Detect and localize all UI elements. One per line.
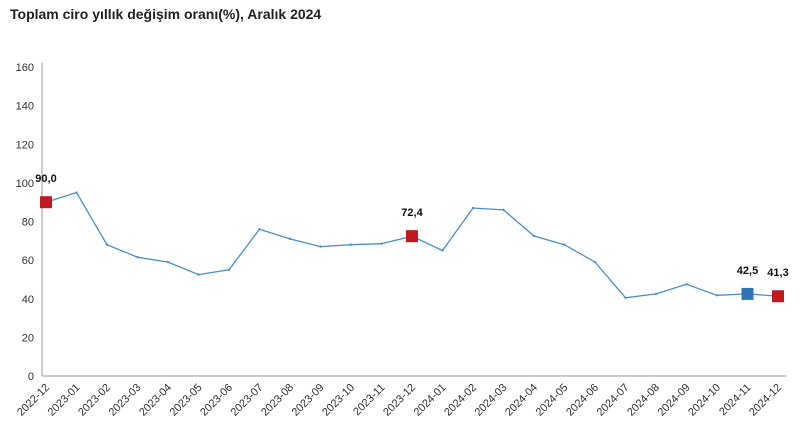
x-tick-label: 2024-07	[595, 382, 632, 419]
data-point	[349, 243, 353, 246]
x-tick-label: 2024-01	[412, 382, 449, 419]
x-tick-label: 2024-05	[534, 382, 571, 419]
x-tick-label: 2023-09	[290, 382, 327, 419]
data-point	[75, 191, 78, 194]
y-tick-label: 120	[16, 139, 34, 151]
y-tick-label: 40	[22, 294, 34, 306]
x-tick-label: 2024-08	[625, 382, 662, 419]
data-point	[197, 273, 200, 276]
data-point	[227, 268, 231, 271]
data-point	[715, 294, 719, 297]
x-tick-label: 2023-06	[198, 382, 235, 419]
y-tick-label: 140	[16, 101, 34, 113]
y-tick-label: 160	[16, 62, 34, 74]
data-point	[471, 206, 475, 210]
x-tick-label: 2024-10	[686, 382, 723, 419]
chart-title: Toplam ciro yıllık değişim oranı(%), Ara…	[10, 6, 322, 22]
x-tick-label: 2022-12	[15, 382, 52, 419]
x-tick-label: 2024-09	[656, 382, 693, 419]
data-point	[654, 292, 658, 296]
data-label: 72,4	[401, 207, 423, 219]
highlight-marker	[406, 230, 418, 243]
data-point	[166, 260, 170, 264]
x-tick-label: 2023-05	[168, 382, 205, 419]
data-point	[685, 283, 688, 286]
y-tick-label: 100	[16, 178, 34, 190]
data-point	[532, 234, 536, 238]
data-point	[319, 245, 322, 248]
data-point	[136, 256, 139, 259]
y-tick-label: 20	[22, 332, 34, 344]
x-tick-label: 2023-08	[259, 382, 296, 419]
y-tick-label: 60	[22, 255, 34, 267]
x-tick-label: 2023-12	[381, 382, 418, 419]
y-tick-label: 80	[22, 217, 34, 229]
x-tick-label: 2023-03	[107, 382, 144, 419]
data-point	[288, 237, 292, 241]
x-tick-label: 2023-07	[229, 382, 266, 419]
x-tick-label: 2024-06	[564, 382, 601, 419]
data-label: 42,5	[737, 265, 758, 277]
highlight-marker	[741, 287, 754, 300]
data-point	[105, 243, 109, 246]
data-point	[502, 208, 505, 212]
data-point	[593, 260, 597, 264]
x-tick-label: 2024-02	[442, 382, 479, 419]
data-label: 90,0	[35, 173, 56, 185]
data-point	[624, 296, 627, 299]
x-tick-label: 2024-03	[473, 382, 510, 419]
data-label: 41,3	[767, 267, 788, 279]
data-point	[441, 249, 444, 252]
highlight-marker	[772, 290, 784, 303]
x-tick-label: 2024-04	[503, 382, 540, 419]
x-tick-label: 2023-01	[46, 382, 83, 419]
x-tick-label: 2023-04	[137, 382, 174, 419]
data-point	[563, 243, 566, 246]
x-tick-label: 2023-10	[320, 382, 357, 419]
highlight-marker	[40, 196, 52, 209]
x-tick-label: 2024-12	[747, 382, 784, 419]
data-point	[258, 228, 261, 231]
x-tick-label: 2023-02	[76, 382, 113, 419]
data-point	[380, 242, 383, 245]
y-tick-label: 0	[28, 371, 34, 383]
